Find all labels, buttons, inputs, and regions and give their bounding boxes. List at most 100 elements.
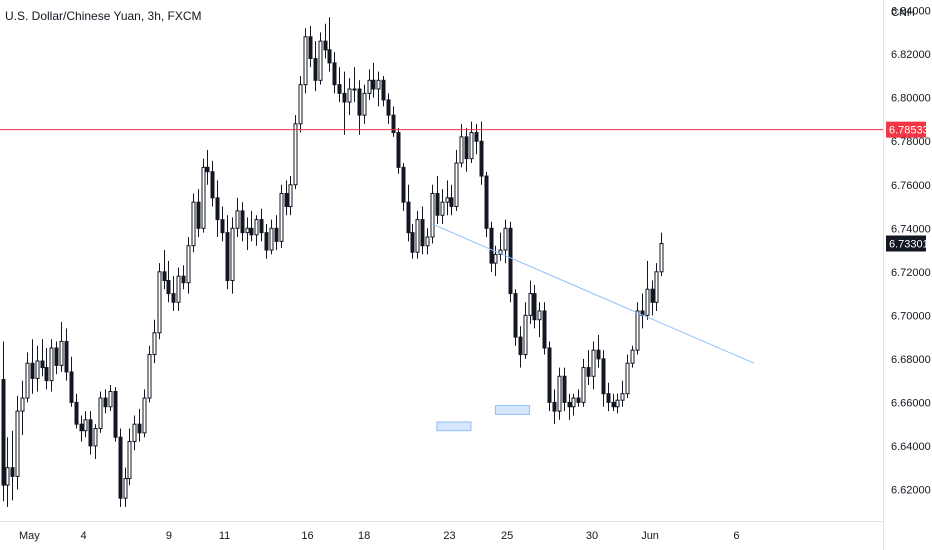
candle <box>191 193 196 253</box>
candle-body <box>15 410 20 477</box>
candle-body <box>98 397 103 430</box>
candle-body <box>88 419 93 447</box>
candle <box>654 263 659 311</box>
candle <box>10 430 15 501</box>
candle <box>386 93 391 124</box>
candle-body <box>274 227 279 242</box>
candle <box>93 424 98 459</box>
candle-body <box>166 280 171 295</box>
candle-body <box>83 419 88 432</box>
candle <box>293 115 298 190</box>
candle <box>176 267 181 311</box>
candle-body <box>20 397 25 412</box>
level-price-badge-bg <box>886 121 926 138</box>
candle <box>435 176 440 224</box>
candle-body <box>654 271 659 303</box>
candle <box>650 280 655 316</box>
candle-body <box>381 79 386 101</box>
candle <box>449 184 454 216</box>
candle <box>347 78 352 116</box>
candle <box>98 391 103 433</box>
candle-body <box>123 478 128 499</box>
candle <box>225 215 230 290</box>
candle-body <box>142 397 147 434</box>
candle-body <box>176 275 181 303</box>
candle <box>635 302 640 355</box>
candle <box>103 389 108 414</box>
time-tick-label: 25 <box>501 530 513 542</box>
candle <box>54 341 59 375</box>
candle-body <box>318 40 323 81</box>
candle <box>581 358 586 407</box>
candle <box>611 393 616 412</box>
candle-body <box>54 347 59 366</box>
candle <box>454 149 459 211</box>
candle <box>489 221 494 272</box>
candle <box>459 123 464 168</box>
candle-body <box>581 367 586 403</box>
candle <box>132 415 137 451</box>
candle <box>20 380 25 436</box>
candle <box>523 302 528 359</box>
candle-body <box>191 201 196 247</box>
candle-body <box>367 79 372 94</box>
candle <box>532 284 537 329</box>
candle <box>367 69 372 100</box>
time-tick-label: 30 <box>586 530 598 542</box>
candle-body <box>25 362 30 399</box>
candle <box>220 206 225 242</box>
candle <box>83 411 88 438</box>
candle <box>108 384 113 412</box>
candle-body <box>323 40 328 51</box>
candle <box>284 180 289 216</box>
candle-body <box>571 397 576 408</box>
candle <box>464 128 469 172</box>
price-tick-label: 6.64000 <box>891 441 931 453</box>
candle-body <box>406 201 411 234</box>
candle <box>210 160 215 207</box>
currency-label: CNH <box>891 7 915 19</box>
time-tick-label: 4 <box>80 530 86 542</box>
candle <box>362 84 367 124</box>
candle <box>562 367 567 412</box>
candle <box>357 80 362 135</box>
candle-body <box>537 310 542 321</box>
last-price-badge: 6.73301 <box>886 235 929 252</box>
trendline <box>431 223 755 364</box>
candle <box>49 339 54 392</box>
candle <box>230 217 235 294</box>
candle-body <box>357 88 362 116</box>
candle-body <box>508 227 513 295</box>
candle-body <box>371 79 376 90</box>
candle-body <box>523 314 528 356</box>
candle <box>430 184 435 244</box>
candle <box>157 263 162 340</box>
candle <box>567 393 572 420</box>
candle-body <box>240 210 245 234</box>
candle-body <box>435 192 440 216</box>
candle-body <box>5 467 10 486</box>
candle <box>44 347 49 390</box>
candle-body <box>293 123 298 186</box>
candle-body <box>1 379 6 486</box>
price-tick-label: 6.72000 <box>891 267 931 279</box>
candle-body <box>181 275 186 284</box>
candle-body <box>64 340 69 373</box>
candle-body <box>611 401 616 408</box>
candle-body <box>625 362 630 395</box>
candle <box>445 180 450 216</box>
candle-body <box>298 84 303 125</box>
candle-body <box>279 192 284 242</box>
price-tick-label: 6.80000 <box>891 93 931 105</box>
price-tick-label: 6.84000 <box>891 6 931 18</box>
candle <box>342 71 347 135</box>
candle-body <box>635 310 640 351</box>
candle-body <box>650 288 655 303</box>
candle <box>318 32 323 85</box>
candle-body <box>235 210 240 229</box>
candle-body <box>108 391 113 408</box>
candle <box>171 276 176 311</box>
candle-body <box>479 140 484 177</box>
candle <box>240 202 245 242</box>
